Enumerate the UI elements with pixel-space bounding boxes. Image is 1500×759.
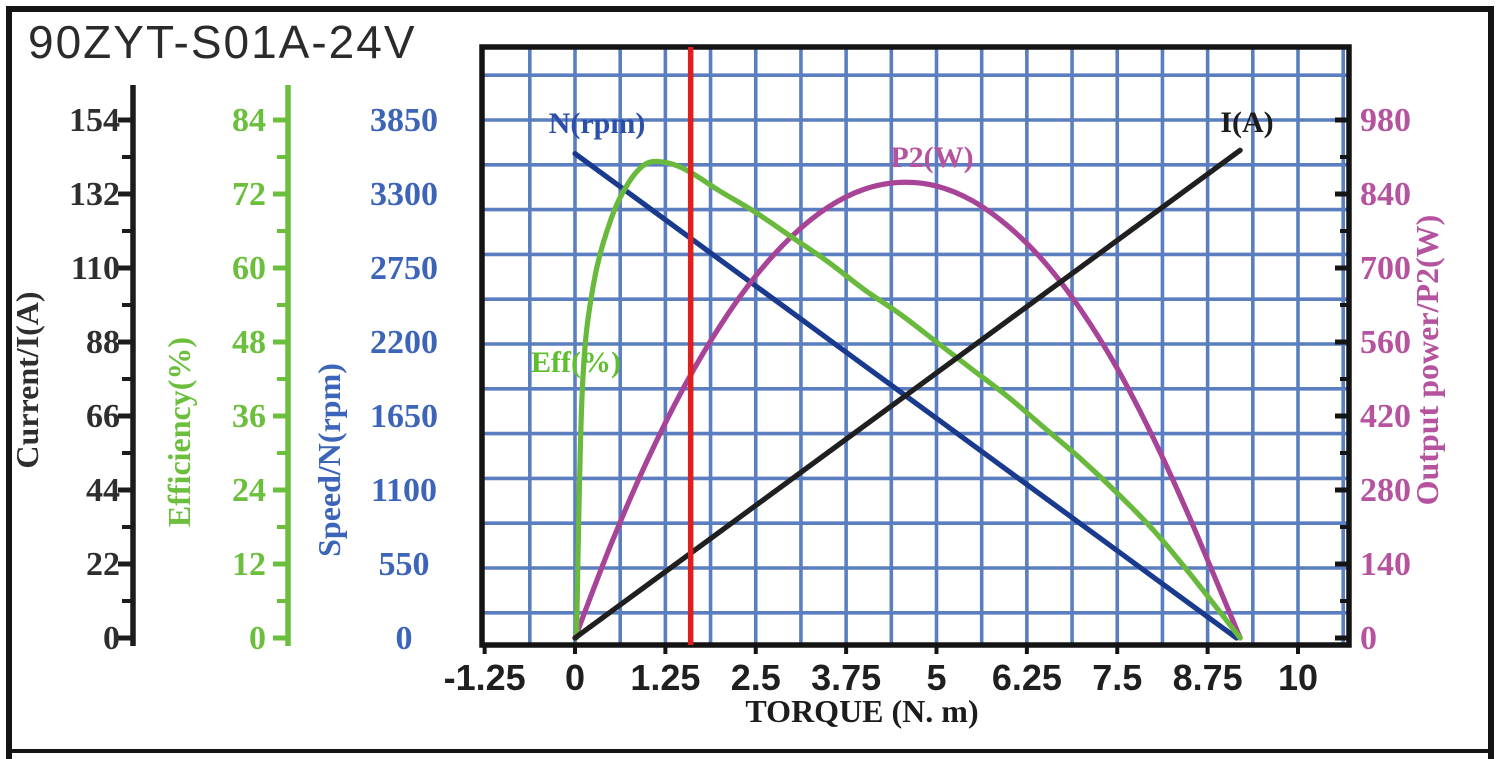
outer-frame <box>6 6 1494 759</box>
power-tick-label: 700 <box>1360 250 1411 287</box>
power-tick-label: 560 <box>1360 324 1411 361</box>
x-tick-label: 2.5 <box>731 657 781 698</box>
x-tick-label: 6.25 <box>992 657 1062 698</box>
x-tick-label: 3.75 <box>811 657 881 698</box>
efficiency-tick-label: 12 <box>232 546 266 583</box>
efficiency-tick-label: 36 <box>232 398 266 435</box>
curve-p2-w- <box>572 179 1243 641</box>
efficiency-axis-title: Efficiency(%) <box>161 337 197 527</box>
power-tick-label: 980 <box>1360 102 1411 139</box>
power-tick-label: 840 <box>1360 176 1411 213</box>
speed-tick-label: 1100 <box>371 472 437 509</box>
current-tick-label: 154 <box>69 102 120 139</box>
efficiency-curve-label: Eff(%) <box>531 346 621 379</box>
current-tick-label: 0 <box>103 620 120 657</box>
efficiency-tick-label: 24 <box>232 472 266 509</box>
power-tick-label: 280 <box>1360 472 1411 509</box>
current-tick-label: 44 <box>86 472 120 509</box>
x-tick-label: 1.25 <box>630 657 700 698</box>
x-tick-label: 8.75 <box>1173 657 1243 698</box>
power-tick-label: 420 <box>1360 398 1411 435</box>
speed-tick-label: 0 <box>396 620 413 657</box>
speed-tick-label: 3850 <box>370 102 438 139</box>
power-axis-title: Output power/P2(W) <box>1409 215 1445 506</box>
current-tick-label: 22 <box>86 546 120 583</box>
speed-axis-title: Speed/N(rpm) <box>311 363 347 557</box>
page-title: 90ZYT-S01A-24V <box>28 16 417 68</box>
curve-eff- <box>573 158 1243 641</box>
power-curve-label: P2(W) <box>890 141 973 174</box>
x-tick-label: 7.5 <box>1092 657 1142 698</box>
speed-tick-label: 2750 <box>370 250 438 287</box>
speed-tick-label: 1650 <box>370 398 438 435</box>
x-tick-label: -1.25 <box>444 657 526 698</box>
speed-tick-label: 2200 <box>370 324 438 361</box>
curve-i-a- <box>572 147 1243 641</box>
efficiency-tick-label: 48 <box>232 324 266 361</box>
x-tick-label: 5 <box>926 657 946 698</box>
efficiency-tick-label: 0 <box>249 620 266 657</box>
current-tick-label: 88 <box>86 324 120 361</box>
tick-label-layer: 0224466881101321540122436486072840550110… <box>69 102 1411 698</box>
x-tick-label: 10 <box>1278 657 1318 698</box>
power-tick-label: 0 <box>1360 620 1377 657</box>
current-curve-label: I(A) <box>1220 106 1273 139</box>
power-tick-label: 140 <box>1360 546 1411 583</box>
axis-layer <box>118 85 1349 654</box>
speed-tick-label: 550 <box>379 546 430 583</box>
current-tick-label: 66 <box>86 398 120 435</box>
efficiency-tick-label: 60 <box>232 250 266 287</box>
current-tick-label: 132 <box>69 176 120 213</box>
speed-tick-label: 3300 <box>370 176 438 213</box>
efficiency-tick-label: 72 <box>232 176 266 213</box>
plot-border <box>479 44 1352 648</box>
x-axis-title: TORQUE (N. m) <box>745 693 978 729</box>
current-axis-title: Current/I(A) <box>9 291 45 468</box>
speed-curve-label: N(rpm) <box>549 107 646 140</box>
grid-layer <box>484 49 1347 643</box>
current-tick-label: 110 <box>71 250 120 287</box>
curve-layer <box>572 147 1243 641</box>
efficiency-tick-label: 84 <box>232 102 266 139</box>
x-tick-label: 0 <box>565 657 585 698</box>
